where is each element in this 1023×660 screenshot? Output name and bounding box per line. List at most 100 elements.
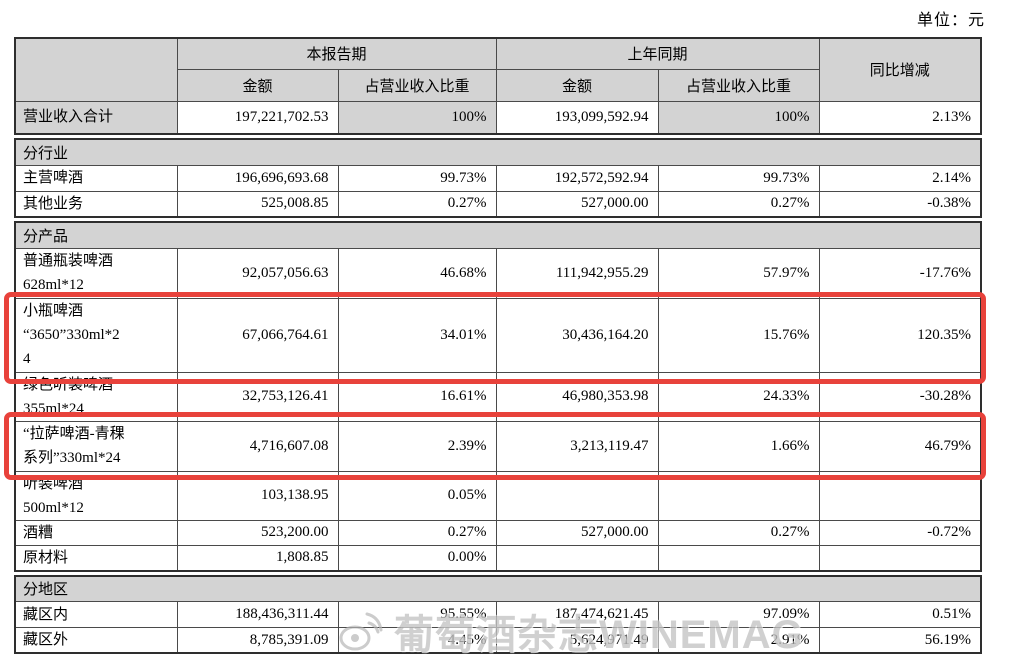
row-label: 藏区外 (14, 627, 178, 654)
cell-yoy (818, 470, 982, 521)
cell-current-amount: 103,138.95 (176, 470, 339, 521)
table-row-highlighted: “拉萨啤酒-青稞 系列”330ml*24 4,716,607.08 2.39% … (14, 420, 982, 472)
cell-current-share: 4.45% (337, 627, 497, 654)
section-title: 分产品 (14, 221, 982, 249)
cell-prior-amount: 527,000.00 (495, 190, 659, 218)
cell-current-share: 100% (337, 100, 497, 135)
table-row: 绿色听装啤酒 355ml*24 32,753,126.41 16.61% 46,… (14, 371, 982, 422)
table-header-block: 本报告期 上年同期 同比增减 金额 占营业收入比重 金额 占营业收入比重 营业收… (14, 37, 983, 135)
cell-current-share: 16.61% (337, 371, 497, 422)
cell-current-amount: 67,066,764.61 (176, 297, 339, 373)
cell-prior-share: 24.33% (657, 371, 820, 422)
cell-prior-amount: 111,942,955.29 (495, 247, 659, 299)
section-row: 分地区 (14, 575, 982, 602)
cell-prior-share: 100% (657, 100, 820, 135)
header-row-periods: 本报告期 上年同期 同比增减 (14, 37, 982, 102)
cell-yoy: 2.13% (818, 100, 982, 135)
row-label: 主营啤酒 (14, 164, 178, 192)
cell-yoy: -0.72% (818, 519, 982, 546)
table-industry-block: 分行业 主营啤酒 196,696,693.68 99.73% 192,572,5… (14, 138, 983, 218)
header-yoy: 同比增减 (818, 37, 982, 102)
table-row: 其他业务 525,008.85 0.27% 527,000.00 0.27% -… (14, 190, 982, 218)
table-row: 酒糟 523,200.00 0.27% 527,000.00 0.27% -0.… (14, 519, 982, 546)
row-label: 小瓶啤酒 “3650”330ml*2 4 (14, 297, 178, 373)
row-label: 听装啤酒 500ml*12 (14, 470, 178, 521)
header-corner-cell (14, 37, 178, 102)
cell-prior-share (657, 544, 820, 571)
cell-yoy: 46.79% (818, 420, 982, 472)
cell-prior-amount (495, 544, 659, 571)
row-label: 藏区内 (14, 601, 178, 628)
cell-prior-share: 1.66% (657, 420, 820, 472)
section-row: 分产品 (14, 221, 982, 249)
cell-current-share: 0.00% (337, 544, 497, 571)
table-row: 主营啤酒 196,696,693.68 99.73% 192,572,592.9… (14, 164, 982, 192)
cell-current-share: 0.27% (337, 190, 497, 218)
cell-current-amount: 188,436,311.44 (176, 601, 339, 628)
row-label: 其他业务 (14, 190, 178, 218)
cell-prior-share: 0.27% (657, 519, 820, 546)
table-region-block: 分地区 藏区内 188,436,311.44 95.55% 187,474,62… (14, 574, 983, 654)
cell-yoy: -17.76% (818, 247, 982, 299)
cell-prior-amount: 527,000.00 (495, 519, 659, 546)
cell-yoy: 2.14% (818, 164, 982, 192)
section-title: 分地区 (14, 575, 982, 602)
cell-prior-share: 15.76% (657, 297, 820, 373)
cell-current-amount: 197,221,702.53 (176, 100, 339, 135)
section-title: 分行业 (14, 138, 982, 166)
cell-current-amount: 92,057,056.63 (176, 247, 339, 299)
cell-current-share: 46.68% (337, 247, 497, 299)
table-product-block: 分产品 普通瓶装啤酒 628ml*12 92,057,056.63 46.68%… (14, 221, 983, 572)
table-row: 藏区内 188,436,311.44 95.55% 187,474,621.45… (14, 601, 982, 628)
cell-yoy: 120.35% (818, 297, 982, 373)
cell-current-share: 0.27% (337, 519, 497, 546)
table-row: 普通瓶装啤酒 628ml*12 92,057,056.63 46.68% 111… (14, 247, 982, 299)
row-label: 普通瓶装啤酒 628ml*12 (14, 247, 178, 299)
cell-current-amount: 32,753,126.41 (176, 371, 339, 422)
cell-prior-share: 99.73% (657, 164, 820, 192)
table-row: 听装啤酒 500ml*12 103,138.95 0.05% (14, 470, 982, 521)
cell-prior-amount: 46,980,353.98 (495, 371, 659, 422)
total-row: 营业收入合计 197,221,702.53 100% 193,099,592.9… (14, 100, 982, 135)
row-label: 酒糟 (14, 519, 178, 546)
cell-prior-amount: 192,572,592.94 (495, 164, 659, 192)
row-label: 原材料 (14, 544, 178, 571)
cell-prior-amount: 187,474,621.45 (495, 601, 659, 628)
header-current-amount: 金额 (176, 68, 339, 102)
cell-current-share: 95.55% (337, 601, 497, 628)
cell-prior-amount: 30,436,164.20 (495, 297, 659, 373)
cell-prior-amount: 3,213,119.47 (495, 420, 659, 472)
cell-current-amount: 1,808.85 (176, 544, 339, 571)
cell-prior-share: 0.27% (657, 190, 820, 218)
table-row: 藏区外 8,785,391.09 4.45% 5,624,971.49 2.91… (14, 627, 982, 654)
cell-yoy: -0.38% (818, 190, 982, 218)
cell-current-amount: 8,785,391.09 (176, 627, 339, 654)
cell-prior-share: 97.09% (657, 601, 820, 628)
header-prior-amount: 金额 (495, 68, 659, 102)
cell-prior-share: 57.97% (657, 247, 820, 299)
row-label: 绿色听装啤酒 355ml*24 (14, 371, 178, 422)
cell-yoy: 56.19% (818, 627, 982, 654)
cell-prior-share (657, 470, 820, 521)
row-label: “拉萨啤酒-青稞 系列”330ml*24 (14, 420, 178, 472)
cell-prior-amount: 193,099,592.94 (495, 100, 659, 135)
cell-current-share: 0.05% (337, 470, 497, 521)
cell-current-amount: 196,696,693.68 (176, 164, 339, 192)
cell-prior-amount: 5,624,971.49 (495, 627, 659, 654)
header-current-share: 占营业收入比重 (337, 68, 497, 102)
section-row: 分行业 (14, 138, 982, 166)
cell-current-share: 34.01% (337, 297, 497, 373)
cell-prior-amount (495, 470, 659, 521)
cell-yoy: 0.51% (818, 601, 982, 628)
header-row-measures: 金额 占营业收入比重 金额 占营业收入比重 (15, 68, 981, 102)
cell-yoy (818, 544, 982, 571)
unit-label: 单位：元 (916, 12, 985, 29)
cell-current-amount: 525,008.85 (176, 190, 339, 218)
row-label: 营业收入合计 (14, 100, 178, 135)
cell-current-amount: 523,200.00 (176, 519, 339, 546)
cell-prior-share: 2.91% (657, 627, 820, 654)
table-row-highlighted: 小瓶啤酒 “3650”330ml*2 4 67,066,764.61 34.01… (14, 297, 982, 373)
header-prior-period: 上年同期 (495, 37, 820, 70)
table-row: 原材料 1,808.85 0.00% (14, 544, 982, 571)
header-prior-share: 占营业收入比重 (657, 68, 820, 102)
